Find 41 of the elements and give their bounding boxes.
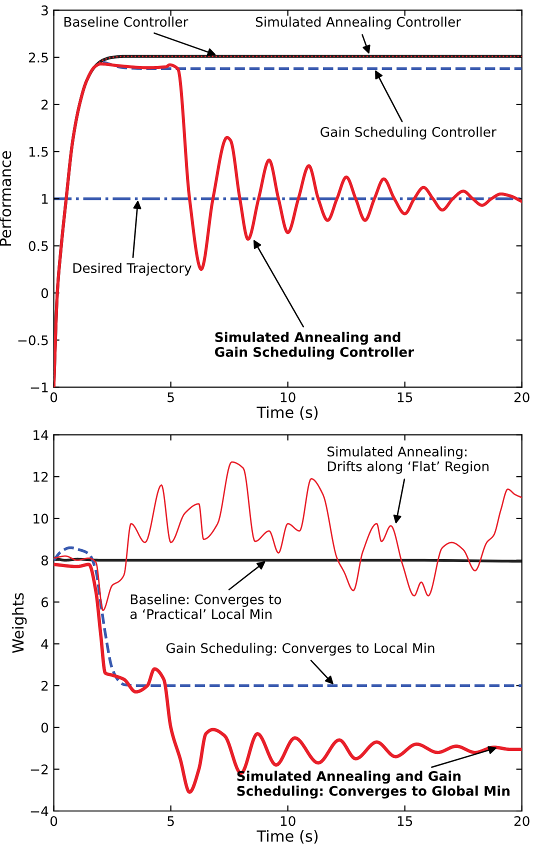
- y-tick-label: 10: [34, 514, 48, 524]
- y-tick-label: 0: [41, 288, 48, 298]
- annotation: Desired Trajectory: [73, 262, 192, 276]
- y-tick-label: 12: [34, 472, 48, 482]
- x-tick-label: 5: [168, 392, 174, 402]
- x-tick-label: 20: [514, 392, 530, 402]
- y-tick-label: 3: [42, 5, 48, 16]
- annotation: Baseline: Converges to a ‘Practical’ Local Min: [130, 594, 282, 620]
- y-tick-label: 1.5: [29, 146, 48, 157]
- y-axis-title: Weights: [12, 593, 27, 654]
- y-tick-label: 2: [42, 680, 48, 691]
- annotation: Baseline Controller: [64, 16, 188, 27]
- y-tick-label: −1: [30, 382, 48, 392]
- x-tick-label: 10: [280, 816, 296, 826]
- y-tick-label: −2: [30, 764, 48, 774]
- x-tick-label: 15: [398, 816, 412, 826]
- annotation: Simulated Annealing: Drifts along ‘Flat’ Region: [328, 446, 488, 474]
- annotation: Simulated Annealing Controller: [256, 16, 462, 30]
- x-tick-label: 5: [168, 816, 174, 826]
- y-tick-label: 2: [42, 100, 48, 110]
- y-tick-label: 0: [41, 722, 48, 733]
- y-tick-label: 1: [42, 194, 48, 204]
- x-tick-label: 0: [50, 816, 58, 826]
- x-tick-label: 15: [398, 392, 412, 402]
- y-tick-label: 4: [41, 639, 48, 649]
- y-tick-label: 8: [41, 555, 48, 566]
- annotation: Simulated Annealing and Gain Scheduling: Converges to Global Min: [237, 770, 510, 799]
- y-tick-label: −0.5: [18, 335, 48, 346]
- y-tick-label: −4: [30, 806, 48, 816]
- x-tick-label: 0: [50, 392, 58, 402]
- annotation: Simulated Annealing and Gain Scheduling Controller: [215, 332, 414, 360]
- annotation: Gain Scheduling Controller: [320, 126, 496, 140]
- annotation: Gain Scheduling: Converges to Local Min: [166, 642, 434, 656]
- y-tick-label: 14: [34, 430, 48, 440]
- y-tick-label: 0.5: [28, 241, 48, 252]
- y-tick-label: 6: [41, 597, 48, 608]
- x-axis-title: Time (s): [256, 406, 318, 420]
- x-tick-label: 20: [514, 816, 530, 826]
- y-tick-label: 2.5: [28, 52, 48, 63]
- x-tick-label: 10: [280, 392, 296, 402]
- x-axis-title: Time (s): [256, 830, 318, 844]
